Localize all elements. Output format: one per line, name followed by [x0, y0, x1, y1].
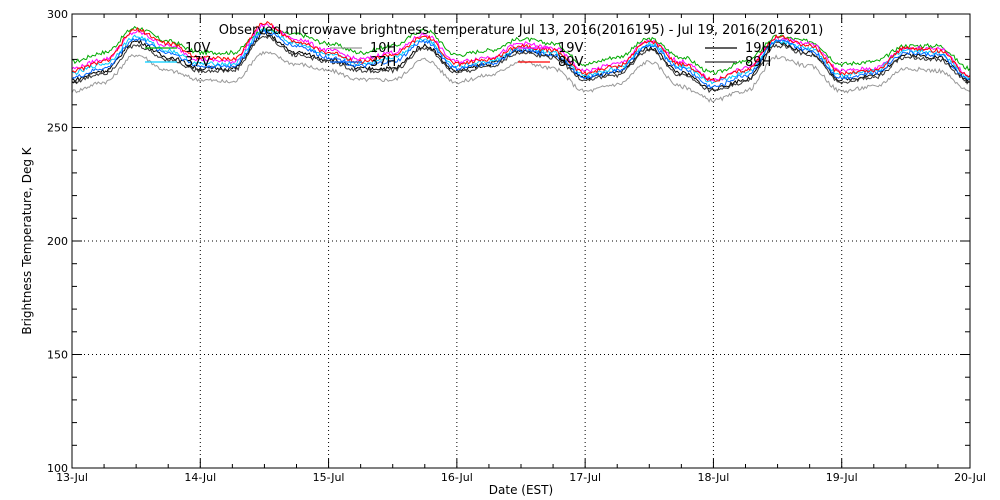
series-layer [71, 21, 971, 103]
x-tick-label: 17-Jul [569, 471, 601, 484]
y-axis-title: Brightness Temperature, Deg K [20, 146, 34, 334]
x-tick-label: 18-Jul [697, 471, 729, 484]
x-tick-label: 14-Jul [184, 471, 216, 484]
x-tick-label: 16-Jul [441, 471, 473, 484]
grid-layer [72, 14, 970, 468]
legend-label-89H: 89H [745, 55, 771, 70]
legend-label-10V: 10V [185, 41, 211, 56]
y-tick-label: 150 [47, 349, 68, 362]
legend-label-10H: 10H [370, 41, 396, 56]
chart-title: Observed microwave brightness temperatur… [219, 23, 824, 38]
legend-label-37V: 37V [185, 55, 211, 70]
series-line-10H [71, 50, 971, 103]
series-line-37H [71, 29, 971, 89]
legend-label-37H: 37H [370, 55, 396, 70]
x-axis-title: Date (EST) [489, 483, 553, 497]
x-tick-label: 15-Jul [313, 471, 345, 484]
legend-label-19H: 19H [745, 41, 771, 56]
y-tick-label: 100 [47, 462, 68, 475]
series-line-89H [71, 35, 971, 94]
x-tick-label: 19-Jul [826, 471, 858, 484]
tick-layer: 13-Jul 14-Jul 15-Jul 16-Jul 17-Jul 18-Jul 19-J… [47, 8, 986, 484]
y-tick-label: 200 [47, 235, 68, 248]
y-tick-label: 300 [47, 8, 68, 21]
legend: 10V 10H 19V 19H 37V 37H 89V 89H [145, 41, 771, 70]
series-line-10V [71, 25, 971, 76]
y-tick-label: 250 [47, 122, 68, 135]
x-tick-label: 13-Jul [56, 471, 88, 484]
legend-label-89V: 89V [558, 55, 584, 70]
legend-label-19V: 19V [558, 41, 584, 56]
x-tick-label: 20-Jul [954, 471, 986, 484]
series-line-89V [71, 21, 971, 82]
